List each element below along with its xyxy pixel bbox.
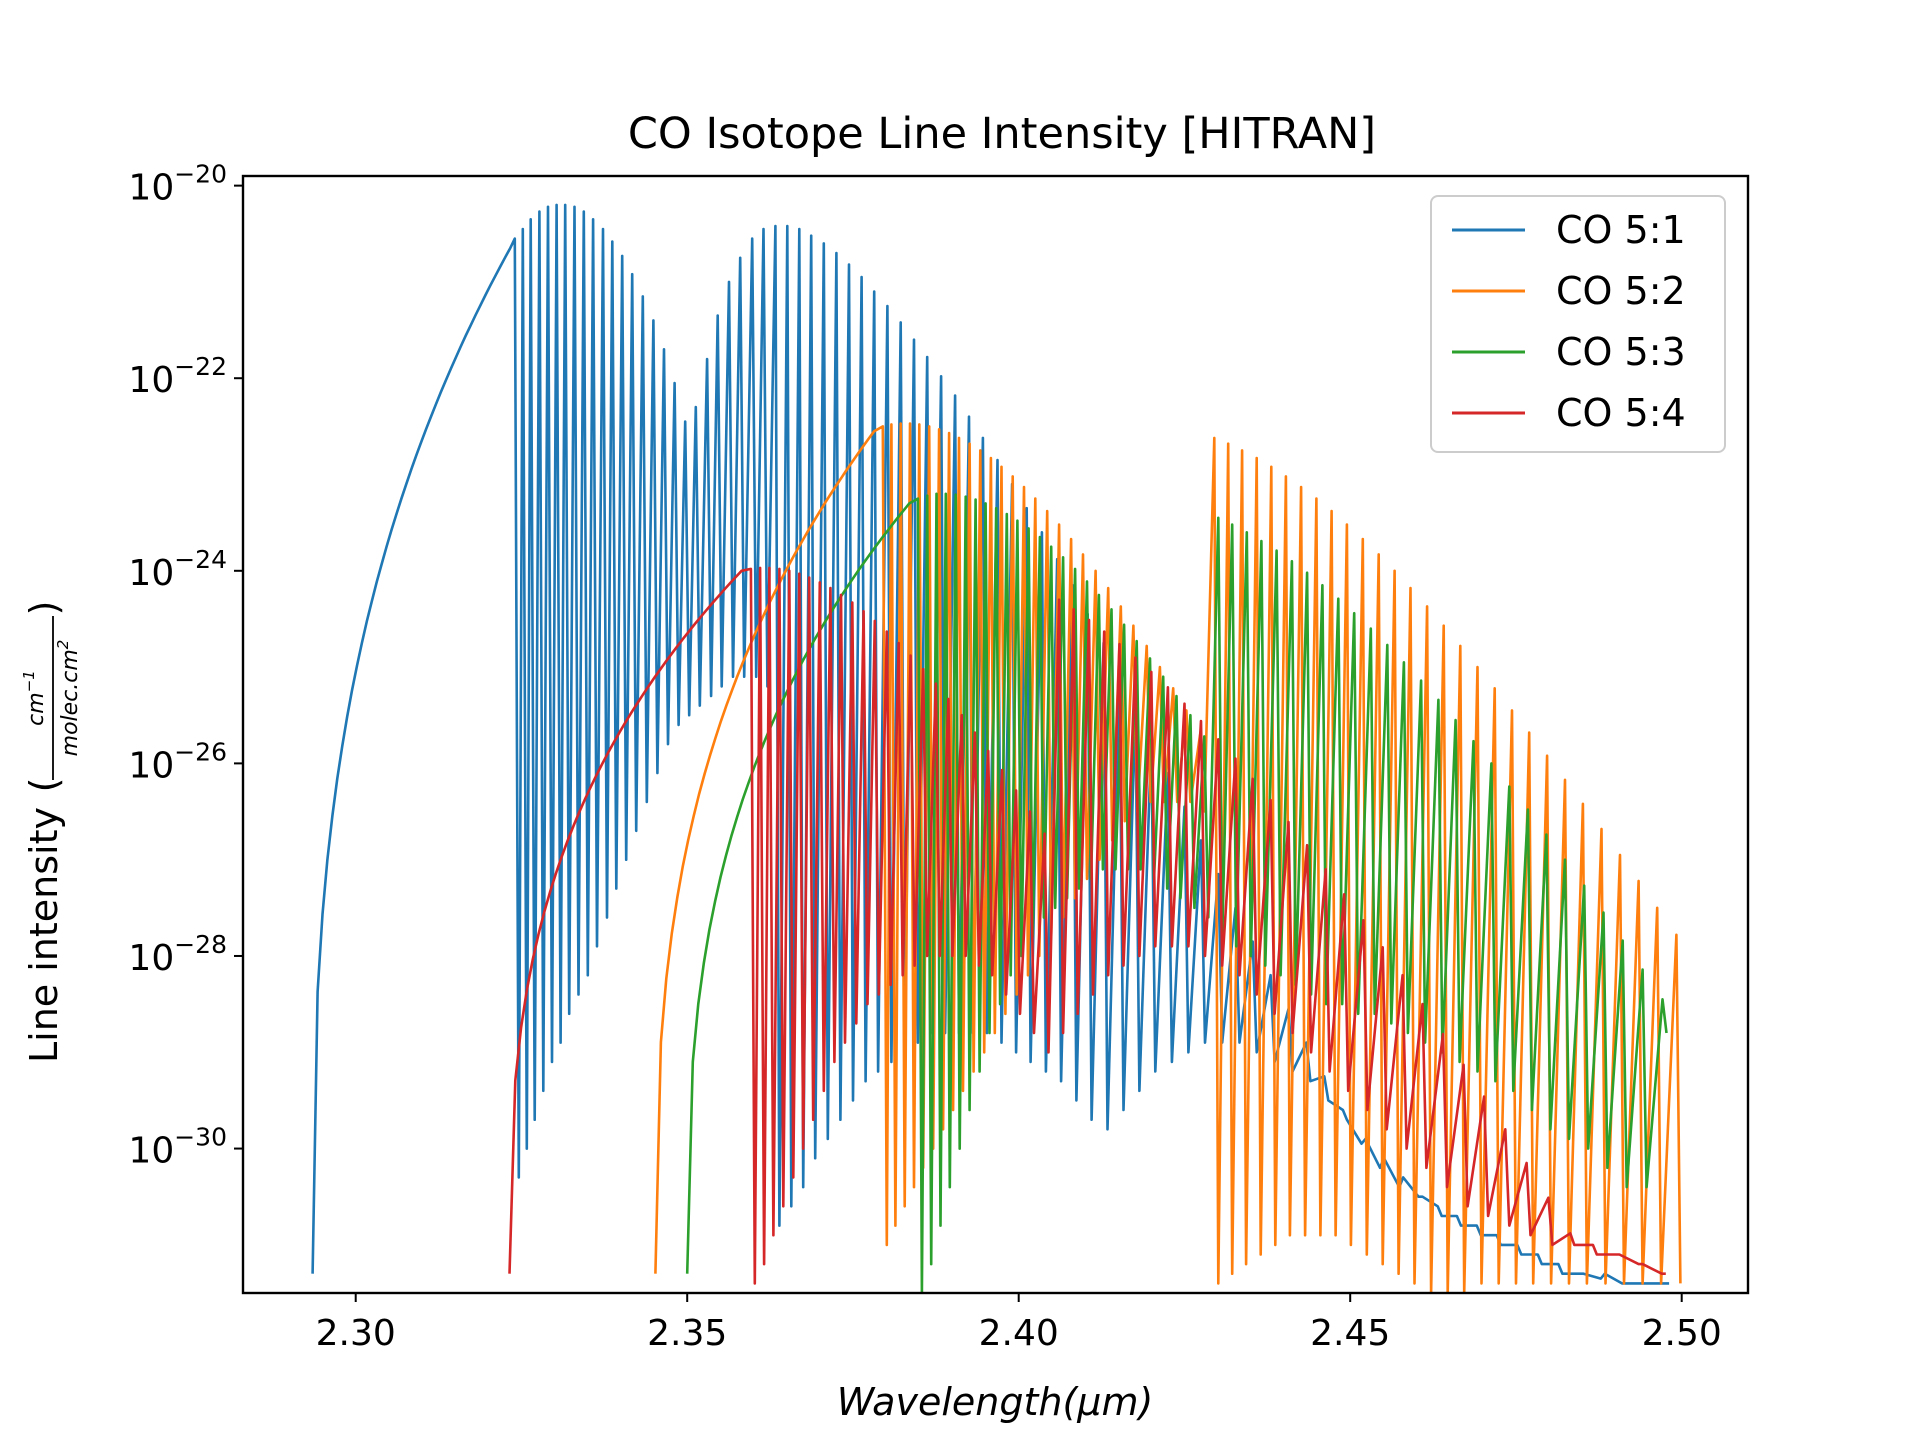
y-tick-label: 10−20 bbox=[128, 160, 227, 209]
y-tick-exponent: −20 bbox=[174, 160, 227, 189]
x-axis: 2.30 2.35 2.40 2.45 2.50 bbox=[316, 1293, 1722, 1354]
series-layer bbox=[311, 203, 1682, 1293]
x-tick-label: 2.40 bbox=[979, 1313, 1059, 1354]
y-tick-label: 10−28 bbox=[128, 930, 227, 979]
y-tick-base: 10 bbox=[128, 553, 174, 594]
y-axis-unit-close-paren: ) bbox=[22, 601, 66, 616]
series-line-1 bbox=[311, 203, 1670, 1285]
y-tick-label: 10−26 bbox=[128, 737, 227, 786]
y-tick-exponent: −30 bbox=[174, 1123, 227, 1152]
x-tick-label: 2.30 bbox=[316, 1313, 396, 1354]
y-tick-label: 10−30 bbox=[128, 1123, 227, 1172]
y-tick-base: 10 bbox=[128, 938, 174, 979]
y-axis-label: Line intensity bbox=[22, 807, 66, 1063]
x-tick-label: 2.45 bbox=[1310, 1313, 1390, 1354]
y-tick-base: 10 bbox=[128, 745, 174, 786]
y-tick-exponent: −26 bbox=[174, 737, 227, 766]
y-tick-exponent: −24 bbox=[174, 545, 227, 574]
legend-label: CO 5:2 bbox=[1556, 269, 1686, 313]
series-line-4 bbox=[508, 566, 1666, 1285]
x-tick-label: 2.50 bbox=[1642, 1313, 1722, 1354]
y-axis-unit-fraction: cm−1 molec.cm2 bbox=[20, 616, 83, 780]
series-line-2 bbox=[654, 422, 1682, 1293]
legend-label: CO 5:1 bbox=[1556, 208, 1686, 252]
plot-frame bbox=[241, 174, 1750, 1295]
y-tick-base: 10 bbox=[128, 360, 174, 401]
y-tick-exponent: −22 bbox=[174, 352, 227, 381]
legend: CO 5:1 CO 5:2 CO 5:3 CO 5:4 bbox=[1430, 195, 1726, 453]
x-axis-label: Wavelength(μm) bbox=[837, 1380, 1154, 1424]
y-tick-label: 10−24 bbox=[128, 545, 227, 594]
y-tick-base: 10 bbox=[128, 1131, 174, 1172]
y-axis-unit-numerator: cm−1 bbox=[20, 670, 49, 726]
y-axis-unit-denominator: molec.cm2 bbox=[54, 640, 83, 757]
legend-label: CO 5:3 bbox=[1556, 330, 1686, 374]
y-tick-label: 10−22 bbox=[128, 352, 227, 401]
y-tick-base: 10 bbox=[128, 168, 174, 209]
legend-label: CO 5:4 bbox=[1556, 391, 1686, 435]
x-tick-label: 2.35 bbox=[647, 1313, 727, 1354]
y-tick-exponent: −28 bbox=[174, 930, 227, 959]
y-axis-label-group: Line intensity ( cm−1 molec.cm2 ) bbox=[20, 601, 83, 1063]
legend-box bbox=[1430, 195, 1726, 453]
chart-title: CO Isotope Line Intensity [HITRAN] bbox=[628, 109, 1376, 159]
y-axis-unit-open-paren: ( bbox=[22, 778, 66, 793]
series-line-3 bbox=[685, 492, 1668, 1293]
